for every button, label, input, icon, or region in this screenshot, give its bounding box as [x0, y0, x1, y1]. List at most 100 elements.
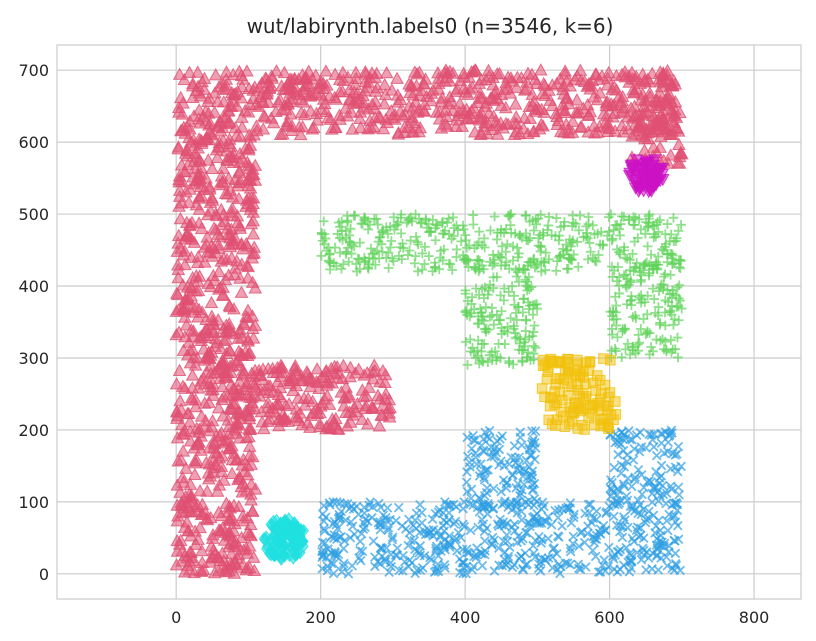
scatter-point-cluster-4: [584, 356, 596, 368]
scatter-point-cluster-1: [402, 99, 416, 112]
scatter-point-cluster-2: [648, 346, 658, 357]
scatter-point-cluster-2: [667, 258, 678, 269]
scatter-point-cluster-1: [225, 452, 240, 466]
scatter-point-cluster-2: [319, 229, 330, 239]
scatter-point-cluster-2: [469, 262, 480, 272]
scatter-point-cluster-3: [344, 503, 355, 514]
scatter-point-cluster-3: [513, 478, 523, 489]
scatter-point-cluster-3: [635, 523, 646, 533]
scatter-point-cluster-2: [318, 216, 329, 227]
scatter-point-cluster-1: [216, 95, 231, 108]
scatter-point-cluster-1: [234, 530, 249, 544]
scatter-point-cluster-1: [606, 110, 620, 123]
scatter-point-cluster-3: [496, 486, 506, 497]
y-tick-label: 100: [18, 493, 49, 512]
scatter-point-cluster-2: [369, 213, 380, 224]
scatter-point-cluster-1: [178, 257, 192, 271]
scatter-point-cluster-2: [529, 225, 539, 236]
scatter-point-cluster-1: [672, 137, 686, 150]
scatter-point-cluster-1: [234, 68, 249, 81]
scatter-point-cluster-1: [210, 484, 225, 497]
scatter-point-cluster-3: [334, 512, 345, 523]
scatter-point-cluster-3: [583, 521, 593, 532]
scatter-point-cluster-3: [620, 515, 630, 525]
scatter-point-cluster-2: [523, 347, 533, 358]
scatter-point-cluster-1: [217, 390, 231, 403]
scatter-point-cluster-3: [528, 540, 539, 551]
scatter-point-cluster-3: [479, 475, 490, 485]
scatter-point-cluster-1: [173, 211, 188, 225]
scatter-point-cluster-3: [623, 557, 634, 568]
scatter-point-cluster-2: [329, 258, 339, 268]
scatter-point-cluster-2: [468, 210, 478, 220]
scatter-point-cluster-2: [505, 220, 516, 230]
scatter-point-cluster-2: [519, 337, 530, 348]
scatter-point-cluster-2: [656, 279, 667, 290]
scatter-point-cluster-2: [474, 226, 485, 237]
scatter-point-cluster-1: [592, 119, 607, 133]
scatter-point-cluster-3: [582, 528, 593, 539]
scatter-point-cluster-1: [206, 388, 221, 401]
scatter-point-cluster-2: [655, 335, 666, 346]
scatter-point-cluster-2: [345, 223, 356, 234]
scatter-point-cluster-1: [615, 93, 630, 107]
scatter-point-cluster-1: [347, 85, 361, 98]
scatter-point-cluster-1: [176, 343, 191, 356]
scatter-point-cluster-3: [622, 522, 633, 533]
scatter-point-cluster-2: [636, 324, 646, 334]
scatter-point-cluster-2: [420, 242, 430, 252]
scatter-point-cluster-1: [473, 86, 488, 99]
scatter-point-cluster-3: [477, 560, 488, 571]
scatter-point-cluster-2: [497, 241, 507, 252]
scatter-point-cluster-3: [451, 534, 462, 544]
scatter-point-cluster-1: [622, 69, 636, 82]
scatter-point-cluster-1: [294, 105, 309, 119]
scatter-point-cluster-1: [316, 92, 331, 105]
scatter-point-cluster-1: [244, 528, 259, 542]
scatter-point-cluster-2: [373, 219, 383, 230]
scatter-point-cluster-1: [194, 333, 209, 347]
scatter-point-cluster-3: [568, 538, 578, 549]
scatter-point-cluster-3: [481, 523, 492, 534]
scatter-point-cluster-2: [488, 283, 499, 293]
scatter-point-cluster-3: [515, 488, 526, 499]
scatter-point-cluster-3: [674, 489, 684, 500]
scatter-point-cluster-3: [500, 496, 510, 507]
scatter-point-cluster-5: [279, 515, 291, 530]
scatter-point-cluster-1: [206, 441, 221, 454]
scatter-point-cluster-3: [320, 538, 331, 548]
scatter-point-cluster-3: [670, 558, 681, 569]
scatter-point-cluster-2: [636, 224, 646, 235]
scatter-point-cluster-1: [198, 413, 213, 427]
scatter-point-cluster-1: [180, 550, 194, 564]
scatter-point-cluster-2: [473, 335, 484, 346]
scatter-point-cluster-1: [225, 466, 239, 479]
scatter-point-cluster-2: [602, 230, 613, 241]
scatter-point-cluster-2: [401, 217, 412, 228]
scatter-point-cluster-2: [530, 299, 540, 310]
scatter-point-cluster-2: [572, 237, 583, 247]
scatter-point-cluster-1: [222, 513, 237, 526]
scatter-point-cluster-3: [319, 526, 330, 536]
scatter-point-cluster-1: [222, 323, 237, 337]
scatter-point-cluster-4: [579, 424, 590, 435]
scatter-point-cluster-2: [517, 355, 528, 366]
scatter-point-cluster-1: [242, 421, 256, 435]
scatter-point-cluster-1: [183, 217, 197, 230]
scatter-point-cluster-1: [232, 165, 247, 179]
scatter-point-cluster-2: [512, 243, 523, 253]
scatter-point-cluster-2: [607, 324, 617, 334]
scatter-point-cluster-2: [413, 239, 423, 250]
scatter-point-cluster-2: [653, 302, 664, 312]
scatter-point-cluster-2: [495, 353, 506, 363]
scatter-point-cluster-2: [611, 346, 621, 356]
scatter-point-cluster-1: [171, 302, 186, 316]
scatter-point-cluster-1: [509, 80, 524, 93]
scatter-point-cluster-2: [460, 230, 471, 240]
scatter-point-cluster-1: [227, 446, 241, 459]
scatter-point-cluster-2: [388, 256, 399, 266]
scatter-point-cluster-1: [557, 103, 572, 117]
scatter-point-cluster-3: [525, 521, 535, 532]
scatter-point-cluster-1: [173, 90, 188, 104]
scatter-point-cluster-3: [324, 500, 335, 510]
